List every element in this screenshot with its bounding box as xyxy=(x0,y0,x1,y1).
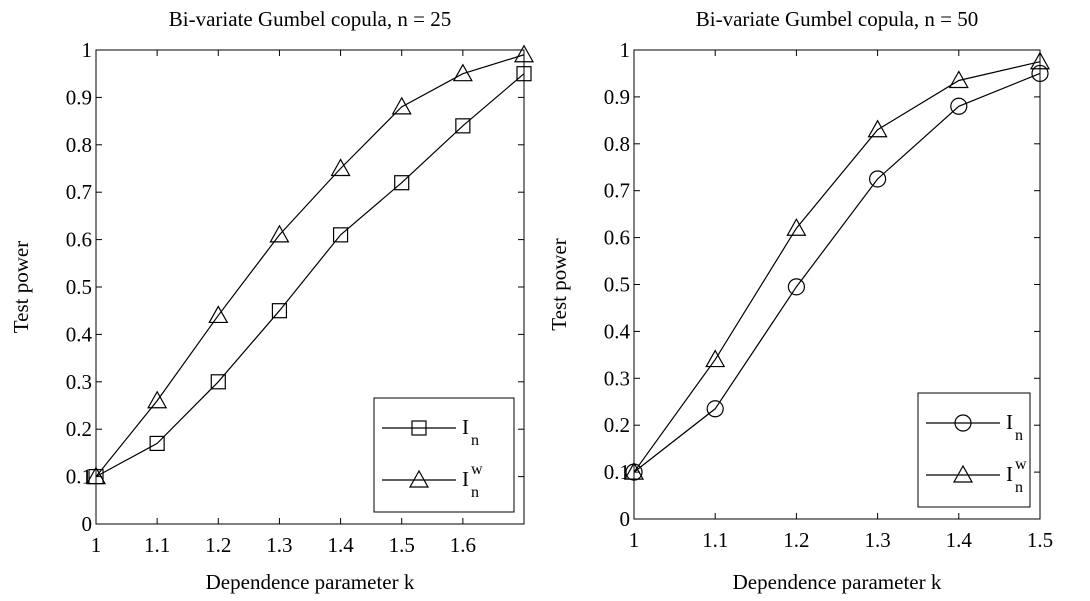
x-tick-label: 1 xyxy=(91,533,102,557)
x-tick-label: 1.1 xyxy=(702,528,728,552)
marker xyxy=(516,66,532,82)
marker xyxy=(149,435,165,452)
x-tick-label: 1.2 xyxy=(783,528,809,552)
y-tick-label: 1 xyxy=(82,38,93,62)
marker xyxy=(950,97,968,115)
legend-label: I xyxy=(462,415,469,439)
y-tick-label: 0.5 xyxy=(604,273,630,297)
y-tick-label: 1 xyxy=(620,38,631,62)
subplot: Bi-variate Gumbel copula, n = 50 Dependen… xyxy=(547,7,1053,594)
chart-title: Bi-variate Gumbel copula, n = 25 xyxy=(169,7,451,31)
legend-label-sup: w xyxy=(471,461,483,478)
x-tick-label: 1.2 xyxy=(205,533,231,557)
marker xyxy=(513,44,535,63)
legend-label-sub: n xyxy=(471,432,479,449)
marker xyxy=(208,305,229,324)
marker xyxy=(868,170,887,188)
series-line xyxy=(95,73,525,478)
y-tick-label: 0.8 xyxy=(66,133,92,157)
y-tick-label: 0.6 xyxy=(66,228,92,252)
y-tick-label: 0.9 xyxy=(66,85,92,109)
y-tick-label: 0.9 xyxy=(604,85,630,109)
y-tick-label: 0.1 xyxy=(66,465,92,489)
marker xyxy=(147,390,168,409)
y-tick-label: 0 xyxy=(620,507,631,531)
x-tick-label: 1 xyxy=(629,528,640,552)
marker xyxy=(330,158,351,177)
y-tick-label: 0.6 xyxy=(604,226,630,250)
series-line xyxy=(95,54,525,477)
legend-box xyxy=(917,392,1031,508)
x-tick-label: 1.4 xyxy=(327,533,354,557)
marker xyxy=(706,400,724,418)
x-tick-label: 1.5 xyxy=(1027,528,1053,552)
y-tick-label: 0.2 xyxy=(66,417,92,441)
legend-marker xyxy=(408,469,430,488)
marker xyxy=(394,175,410,191)
marker xyxy=(786,217,807,236)
marker xyxy=(452,63,473,82)
chart-title: Bi-variate Gumbel copula, n = 50 xyxy=(696,7,978,31)
y-tick-label: 0.2 xyxy=(604,413,630,437)
series-line xyxy=(633,61,1041,473)
marker xyxy=(623,461,645,480)
legend-label-sub: n xyxy=(1015,427,1023,444)
legend-box xyxy=(373,397,515,513)
y-tick-label: 0.3 xyxy=(66,370,92,394)
marker xyxy=(271,303,288,319)
y-tick-label: 0 xyxy=(82,512,93,536)
marker xyxy=(1031,64,1049,83)
legend-label-sub: n xyxy=(471,484,479,501)
y-axis-label: Test power xyxy=(9,241,33,333)
marker xyxy=(269,224,290,243)
legend-label: I xyxy=(1006,410,1013,434)
x-axis-label: Dependence parameter k xyxy=(733,570,942,594)
legend-marker xyxy=(954,414,972,432)
marker xyxy=(210,374,226,390)
marker xyxy=(867,119,888,138)
marker xyxy=(948,70,969,89)
x-tick-label: 1.5 xyxy=(389,533,415,557)
x-axis-label: Dependence parameter k xyxy=(206,570,415,594)
y-tick-label: 0.3 xyxy=(604,366,630,390)
marker xyxy=(85,466,107,485)
y-tick-label: 0.8 xyxy=(604,132,630,156)
legend-label: I xyxy=(462,467,469,491)
x-tick-label: 1.3 xyxy=(864,528,890,552)
y-tick-label: 0.7 xyxy=(66,180,92,204)
series-line xyxy=(633,72,1041,473)
marker xyxy=(1029,51,1051,70)
legend-label-sup: w xyxy=(1015,456,1027,473)
marker xyxy=(455,118,471,134)
y-tick-label: 0.5 xyxy=(66,275,92,299)
subplot: Bi-variate Gumbel copula, n = 25 Dependen… xyxy=(9,7,535,594)
y-tick-label: 0.4 xyxy=(66,322,93,346)
marker xyxy=(705,349,726,368)
marker xyxy=(332,227,349,243)
y-axis-label: Test power xyxy=(547,238,571,330)
x-tick-label: 1.1 xyxy=(144,533,170,557)
legend-marker xyxy=(411,420,427,436)
y-tick-label: 0.4 xyxy=(604,319,631,343)
legend-label: I xyxy=(1006,462,1013,486)
x-tick-label: 1.3 xyxy=(266,533,292,557)
legend-label-sub: n xyxy=(1015,479,1023,496)
x-tick-label: 1.4 xyxy=(946,528,973,552)
marker xyxy=(787,278,806,296)
x-tick-label: 1.6 xyxy=(450,533,476,557)
marker xyxy=(391,96,412,115)
legend-marker xyxy=(952,464,974,483)
y-tick-label: 0.7 xyxy=(604,179,630,203)
